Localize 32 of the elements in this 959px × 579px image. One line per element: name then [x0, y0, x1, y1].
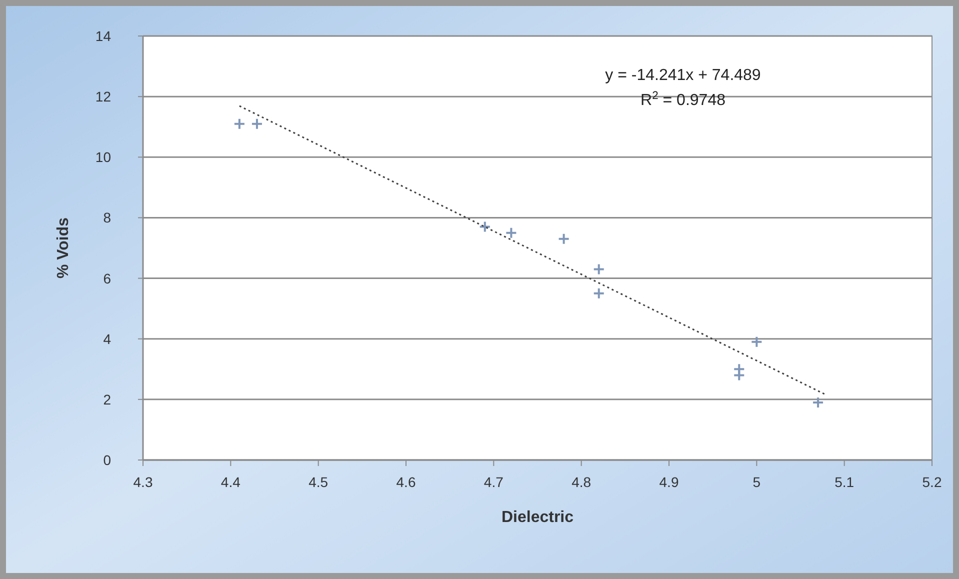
point — [558, 232, 570, 245]
x-axis-title: Dielectric — [501, 509, 574, 526]
y-tick-label: 0 — [103, 452, 112, 468]
x-tick-label: 4.8 — [572, 474, 592, 490]
x-tick-label: 4.3 — [133, 474, 153, 490]
y-tick-label: 2 — [103, 391, 112, 408]
y-tick-label: 8 — [103, 210, 112, 226]
x-tick-label: 5.1 — [834, 474, 854, 490]
point — [750, 336, 763, 348]
point — [592, 287, 605, 300]
point — [505, 226, 518, 239]
y-tick-label: 12 — [95, 88, 112, 105]
point — [233, 118, 246, 130]
annotation: y = -14.241x + 74.489 — [605, 67, 761, 84]
y-axis-title: % Voids — [55, 217, 72, 279]
annotation: R$^{2}$ = 0.9748 — [640, 90, 726, 109]
y-tick-label: 10 — [95, 149, 112, 166]
x-tick-label: 4.6 — [396, 474, 416, 490]
point — [478, 220, 491, 233]
point — [733, 369, 746, 382]
y-tick-label: 6 — [103, 270, 112, 286]
y-tick-label: 14 — [95, 28, 112, 44]
x-tick-label: 4.9 — [659, 474, 679, 490]
y-tick-label: 4 — [103, 330, 112, 347]
x-tick-label: 4.5 — [308, 474, 328, 490]
x-tick-label: 5.2 — [922, 474, 942, 490]
point — [812, 396, 824, 408]
x-tick-label: 4.4 — [220, 474, 241, 490]
point — [250, 118, 263, 130]
x-tick-label: 5 — [752, 474, 761, 490]
x-tick-label: 4.7 — [484, 474, 504, 490]
point — [592, 263, 605, 276]
